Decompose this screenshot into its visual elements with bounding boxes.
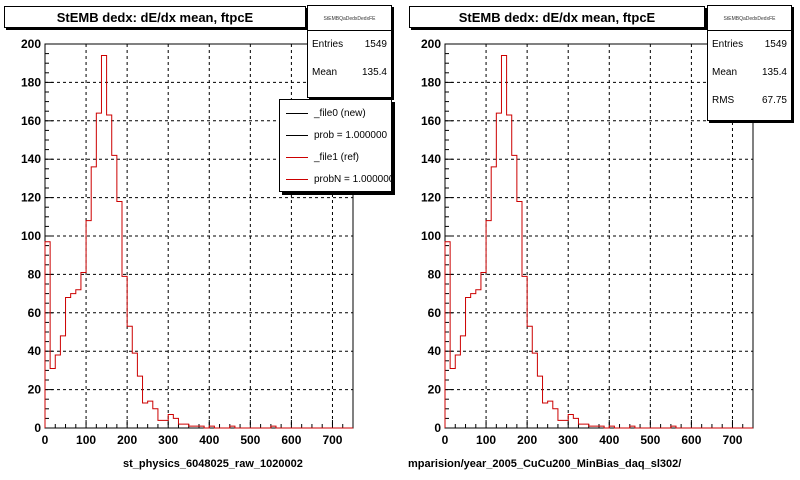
left-y-tick-label: 120 [21, 191, 41, 205]
left-stats-mean-label: Mean [312, 67, 338, 78]
right-stats-entries-value: 1549 [764, 39, 787, 50]
legend-entry-probn: probN = 1.000000 [280, 168, 391, 190]
right-histogram-line [444, 55, 753, 429]
right-x-tick-label: 500 [640, 433, 660, 447]
right-x-tick-label: 400 [599, 433, 619, 447]
right-y-tick-label: 180 [421, 75, 441, 89]
left-y-tick-label: 140 [21, 152, 41, 166]
right-y-tick-label: 40 [428, 344, 442, 358]
legend-label-file1: _file1 (ref) [314, 151, 360, 163]
left-x-tick-label: 700 [322, 433, 342, 447]
legend-entry-prob: prob = 1.000000 [280, 124, 391, 146]
right-x-tick-label: 700 [722, 433, 742, 447]
left-y-tick-label: 80 [28, 267, 42, 281]
right-stats-rms-row: RMS 67.75 [708, 87, 791, 115]
right-frame [444, 43, 754, 429]
left-x-tick-label: 200 [117, 433, 137, 447]
left-stats-box: StEMBQaDedxDedxFE Entries 1549 Mean 135.… [307, 5, 392, 98]
legend-swatch-file0 [286, 112, 308, 114]
left-stats-entries-label: Entries [312, 39, 344, 50]
right-y-tick-label: 20 [428, 383, 442, 397]
right-y-tick-label: 160 [421, 114, 441, 128]
left-x-tick-label: 600 [281, 433, 301, 447]
left-stats-entries-row: Entries 1549 [308, 31, 391, 59]
left-y-tick-label: 20 [28, 383, 42, 397]
legend-label-probn: probN = 1.000000 [314, 173, 392, 185]
right-plot-title: StEMB dedx: dE/dx mean, ftpcE [409, 6, 705, 28]
left-y-tick-label: 200 [21, 37, 41, 51]
right-x-tick-label: 600 [681, 433, 701, 447]
right-y-tick-label: 100 [421, 229, 441, 243]
legend-entry-file1: _file1 (ref) [280, 146, 391, 168]
left-x-tick-label: 400 [199, 433, 219, 447]
left-stats-name: StEMBQaDedxDedxFE [308, 6, 391, 31]
right-x-tick-label: 200 [517, 433, 537, 447]
left-x-tick-label: 500 [240, 433, 260, 447]
right-stats-name: StEMBQaDedxDedxFE [708, 6, 791, 31]
left-x-tick-label: 0 [42, 433, 49, 447]
legend-entry-file0: _file0 (new) [280, 102, 391, 124]
right-y-tick-label: 120 [421, 191, 441, 205]
left-plot-title: StEMB dedx: dE/dx mean, ftpcE [4, 6, 306, 28]
left-footer-filename: st_physics_6048025_raw_1020002 [123, 458, 303, 470]
right-x-tick-label: 0 [442, 433, 449, 447]
left-stats-mean-row: Mean 135.4 [308, 59, 391, 87]
right-histogram-plot: 0 100 200 300 400 500 600 700 0 20 40 60 80 100 120 140… [421, 37, 754, 447]
left-y-tick-label: 180 [21, 75, 41, 89]
left-stats-entries-value: 1549 [364, 39, 387, 50]
legend-swatch-prob [286, 134, 308, 136]
right-stats-rms-value: 67.75 [761, 95, 787, 106]
right-stats-entries-label: Entries [712, 39, 744, 50]
right-y-tick-label: 80 [428, 267, 442, 281]
legend-label-file0: _file0 (new) [314, 107, 366, 119]
right-stats-box: StEMBQaDedxDedxFE Entries 1549 Mean 135.… [707, 5, 792, 121]
right-footer-filename: mparision/year_2005_CuCu200_MinBias_daq_… [408, 458, 682, 470]
left-histogram-line [44, 55, 353, 429]
right-y-tick-label: 60 [428, 306, 442, 320]
right-y-tick-label: 140 [421, 152, 441, 166]
right-stats-mean-label: Mean [712, 67, 738, 78]
right-y-tick-label: 0 [434, 421, 441, 435]
right-stats-mean-value: 135.4 [761, 67, 787, 78]
left-y-tick-label: 100 [21, 229, 41, 243]
legend-swatch-probn [286, 178, 308, 180]
right-stats-mean-row: Mean 135.4 [708, 59, 791, 87]
left-legend: _file0 (new) prob = 1.000000 _file1 (ref… [279, 99, 392, 192]
left-stats-mean-value: 135.4 [361, 67, 387, 78]
left-y-tick-label: 0 [34, 421, 41, 435]
legend-swatch-file1 [286, 156, 308, 158]
legend-label-prob: prob = 1.000000 [314, 129, 388, 141]
left-y-tick-label: 160 [21, 114, 41, 128]
right-x-tick-label: 300 [558, 433, 578, 447]
left-y-tick-label: 60 [28, 306, 42, 320]
left-y-tick-label: 40 [28, 344, 42, 358]
left-x-tick-label: 100 [76, 433, 96, 447]
right-y-tick-label: 200 [421, 37, 441, 51]
right-x-tick-label: 100 [476, 433, 496, 447]
left-x-tick-label: 300 [158, 433, 178, 447]
right-stats-rms-label: RMS [712, 95, 735, 106]
right-stats-entries-row: Entries 1549 [708, 31, 791, 59]
